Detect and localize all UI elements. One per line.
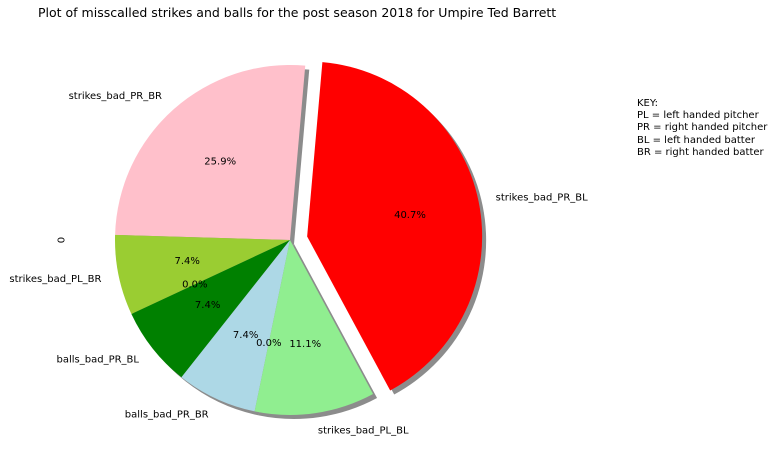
pie-slice (307, 62, 483, 391)
key-line: PR = right handed pitcher (637, 122, 768, 134)
slice-percent-label: 25.9% (204, 157, 236, 168)
slice-percent-label: 7.4% (233, 330, 258, 341)
key-line: BR = right handed batter (637, 146, 764, 158)
slice-category-label: strikes_bad_PL_BL (318, 425, 409, 436)
slice-percent-label: 40.7% (394, 210, 426, 221)
pie-slices (115, 62, 483, 416)
y-axis-label: 0 (56, 236, 68, 244)
slice-category-label: balls_bad_PR_BR (125, 409, 209, 420)
slice-labels: 25.9% strikes_bad_PR_BR 7.4% strikes_bad_PL… (9, 91, 588, 436)
pie-slice (181, 240, 290, 412)
slice-percent-label: 11.1% (289, 339, 321, 350)
chart-title: Plot of misscalled strikes and balls for… (38, 5, 557, 20)
pie-slice (115, 65, 306, 240)
slice-percent-label: 7.4% (195, 300, 220, 311)
pie-slice (131, 240, 290, 378)
slice-category-label: strikes_bad_PR_BL (496, 193, 588, 204)
slice-category-label: strikes_bad_PR_BR (69, 91, 162, 102)
slice-category-label: balls_bad_PR_BL (57, 354, 140, 365)
slice-category-label: strikes_bad_PL_BR (9, 274, 101, 285)
pie-slice (254, 240, 374, 416)
pie-slice (115, 234, 290, 314)
key-line: BL = left handed batter (637, 134, 755, 146)
slice-percent-label: 0.0% (182, 279, 207, 290)
slice-percent-label: 0.0% (256, 338, 281, 349)
slice-percent-label: 7.4% (174, 256, 199, 267)
key-line: KEY: (637, 98, 659, 109)
key-line: PL = left handed pitcher (637, 110, 759, 122)
key-annotation: KEY: PL = left handed pitcher PR = right… (637, 98, 767, 159)
